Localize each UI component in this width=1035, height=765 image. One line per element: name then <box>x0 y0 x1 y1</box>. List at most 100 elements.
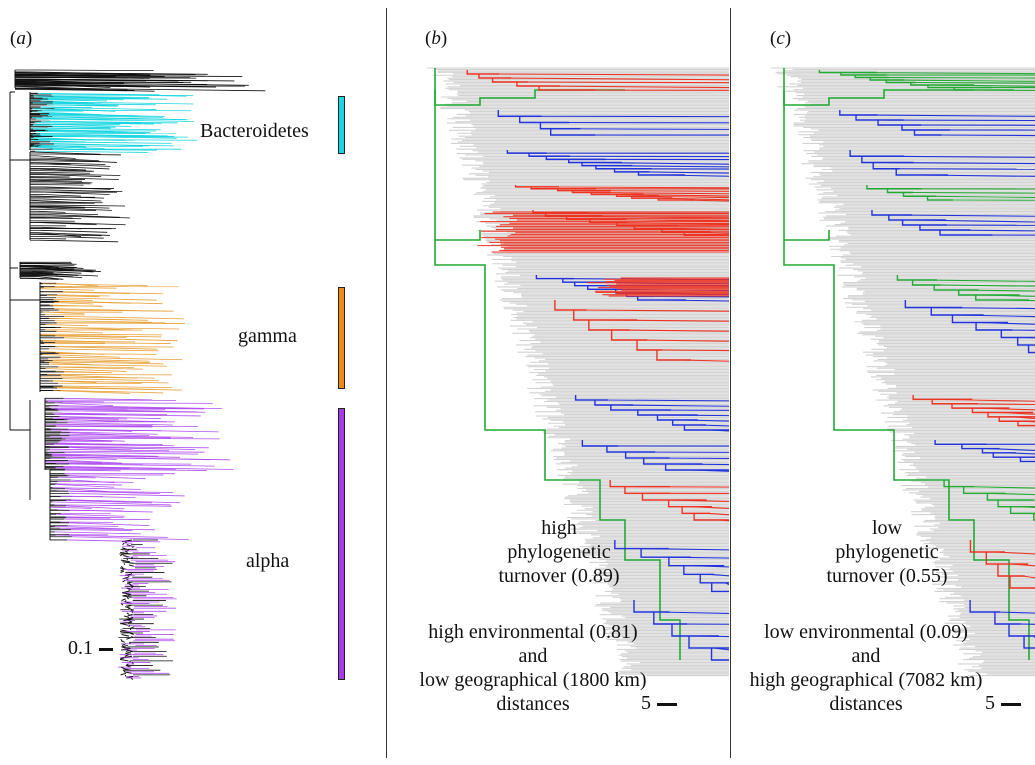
tree-branch <box>41 120 178 124</box>
tree-branch <box>40 113 138 117</box>
tree-branch <box>126 651 132 654</box>
tree-branch <box>935 84 1035 87</box>
tree-branch <box>36 270 92 272</box>
tree-branch <box>995 611 1035 614</box>
tree-lineage <box>987 412 1035 418</box>
tree-branch <box>60 389 164 394</box>
tree-branch <box>52 417 119 420</box>
tree-branch <box>45 177 119 180</box>
tree-lineage <box>688 636 729 649</box>
tree-branch <box>45 129 114 133</box>
tree-branch <box>35 131 146 134</box>
tree-branch <box>50 222 126 226</box>
tree-branch <box>65 488 109 492</box>
tree-branch <box>31 270 82 274</box>
tree-lineage <box>671 420 706 426</box>
tree-lineage <box>902 192 937 197</box>
tree-lineage <box>783 68 1030 660</box>
tree-lineage <box>1019 457 1035 463</box>
tree-branch <box>606 165 729 168</box>
tree-branch <box>37 208 97 212</box>
tree-lineage <box>434 68 681 660</box>
tree-branch <box>600 399 729 402</box>
tree-branch <box>639 548 729 551</box>
tree-c <box>771 67 1035 677</box>
tree-branch <box>53 380 97 383</box>
tree-lineage <box>610 330 648 341</box>
tree-branch <box>46 295 100 298</box>
tree-branch <box>693 506 729 510</box>
annotation-distances-b: high environmental (0.81) and low geogra… <box>387 620 679 716</box>
tree-branch <box>56 322 185 324</box>
tree-branch <box>45 214 120 218</box>
tree-branch <box>36 206 86 209</box>
tree-branch <box>71 499 181 504</box>
tree-lineage <box>1016 337 1035 346</box>
tree-branch <box>67 419 167 423</box>
tree-lineage <box>997 564 1025 577</box>
tree-branch <box>49 446 209 449</box>
tree-branch <box>1000 299 1035 302</box>
tree-lineage <box>653 612 688 625</box>
tree-branch <box>44 174 102 177</box>
tree-branch <box>125 663 129 667</box>
tree-branch <box>54 402 114 407</box>
tree-branch <box>28 88 155 92</box>
tree-branch <box>41 163 111 167</box>
annotation-line: low <box>872 517 902 539</box>
tree-branch <box>57 294 110 297</box>
tree-branch <box>120 648 131 651</box>
tree-lineage <box>1023 636 1035 649</box>
tree-branch <box>59 416 161 419</box>
tree-branch <box>49 348 159 352</box>
tree-branch <box>50 124 132 127</box>
tree-lineage <box>981 448 1016 454</box>
tree-branch <box>1012 416 1035 420</box>
tree-branch <box>922 279 1035 282</box>
tree-branch <box>662 349 729 352</box>
tree-branch <box>911 81 1035 84</box>
tree-branch <box>896 214 1035 217</box>
tree-branch <box>651 295 729 298</box>
tree-branch <box>54 504 172 507</box>
tree-branch <box>130 677 134 680</box>
tree-lineage <box>435 230 481 241</box>
tree-branch <box>959 289 1035 292</box>
tree-branch <box>928 195 1035 199</box>
tree-branch <box>126 637 131 640</box>
tree-branch <box>55 425 198 428</box>
tree-branch <box>121 565 124 569</box>
tree-branch <box>34 151 101 155</box>
tree-branch <box>875 155 1035 158</box>
tree-branch <box>50 165 110 170</box>
tree-branch <box>639 171 729 174</box>
tree-branch <box>598 319 729 322</box>
tree-branch <box>48 453 159 457</box>
tree-branch <box>52 412 108 415</box>
tree-lineage <box>574 395 608 401</box>
tree-branch <box>1024 420 1035 423</box>
tree-branch <box>126 558 129 561</box>
tree-branch <box>939 134 1035 137</box>
tree-lineage <box>434 89 625 106</box>
tree-branch <box>38 69 154 72</box>
tree-branch <box>50 167 86 171</box>
tree-branch <box>35 184 84 186</box>
tree-branch <box>52 126 116 128</box>
tree-branch <box>51 94 194 96</box>
tree-lineage <box>911 280 941 286</box>
tree-branch <box>41 267 68 270</box>
tree-branch <box>938 398 1035 402</box>
tree-branch <box>956 314 1035 318</box>
tree-branch <box>129 632 134 636</box>
tree-branch <box>126 604 132 608</box>
tree-lineage <box>1033 513 1035 521</box>
tree-branch <box>48 317 132 321</box>
tree-branch <box>713 647 729 651</box>
tree-branch <box>62 291 164 295</box>
tree-branch <box>52 487 141 490</box>
tree-branch <box>54 443 174 447</box>
tree-branch <box>540 186 729 189</box>
tree-branch <box>123 671 132 674</box>
tree-branch <box>46 460 103 464</box>
